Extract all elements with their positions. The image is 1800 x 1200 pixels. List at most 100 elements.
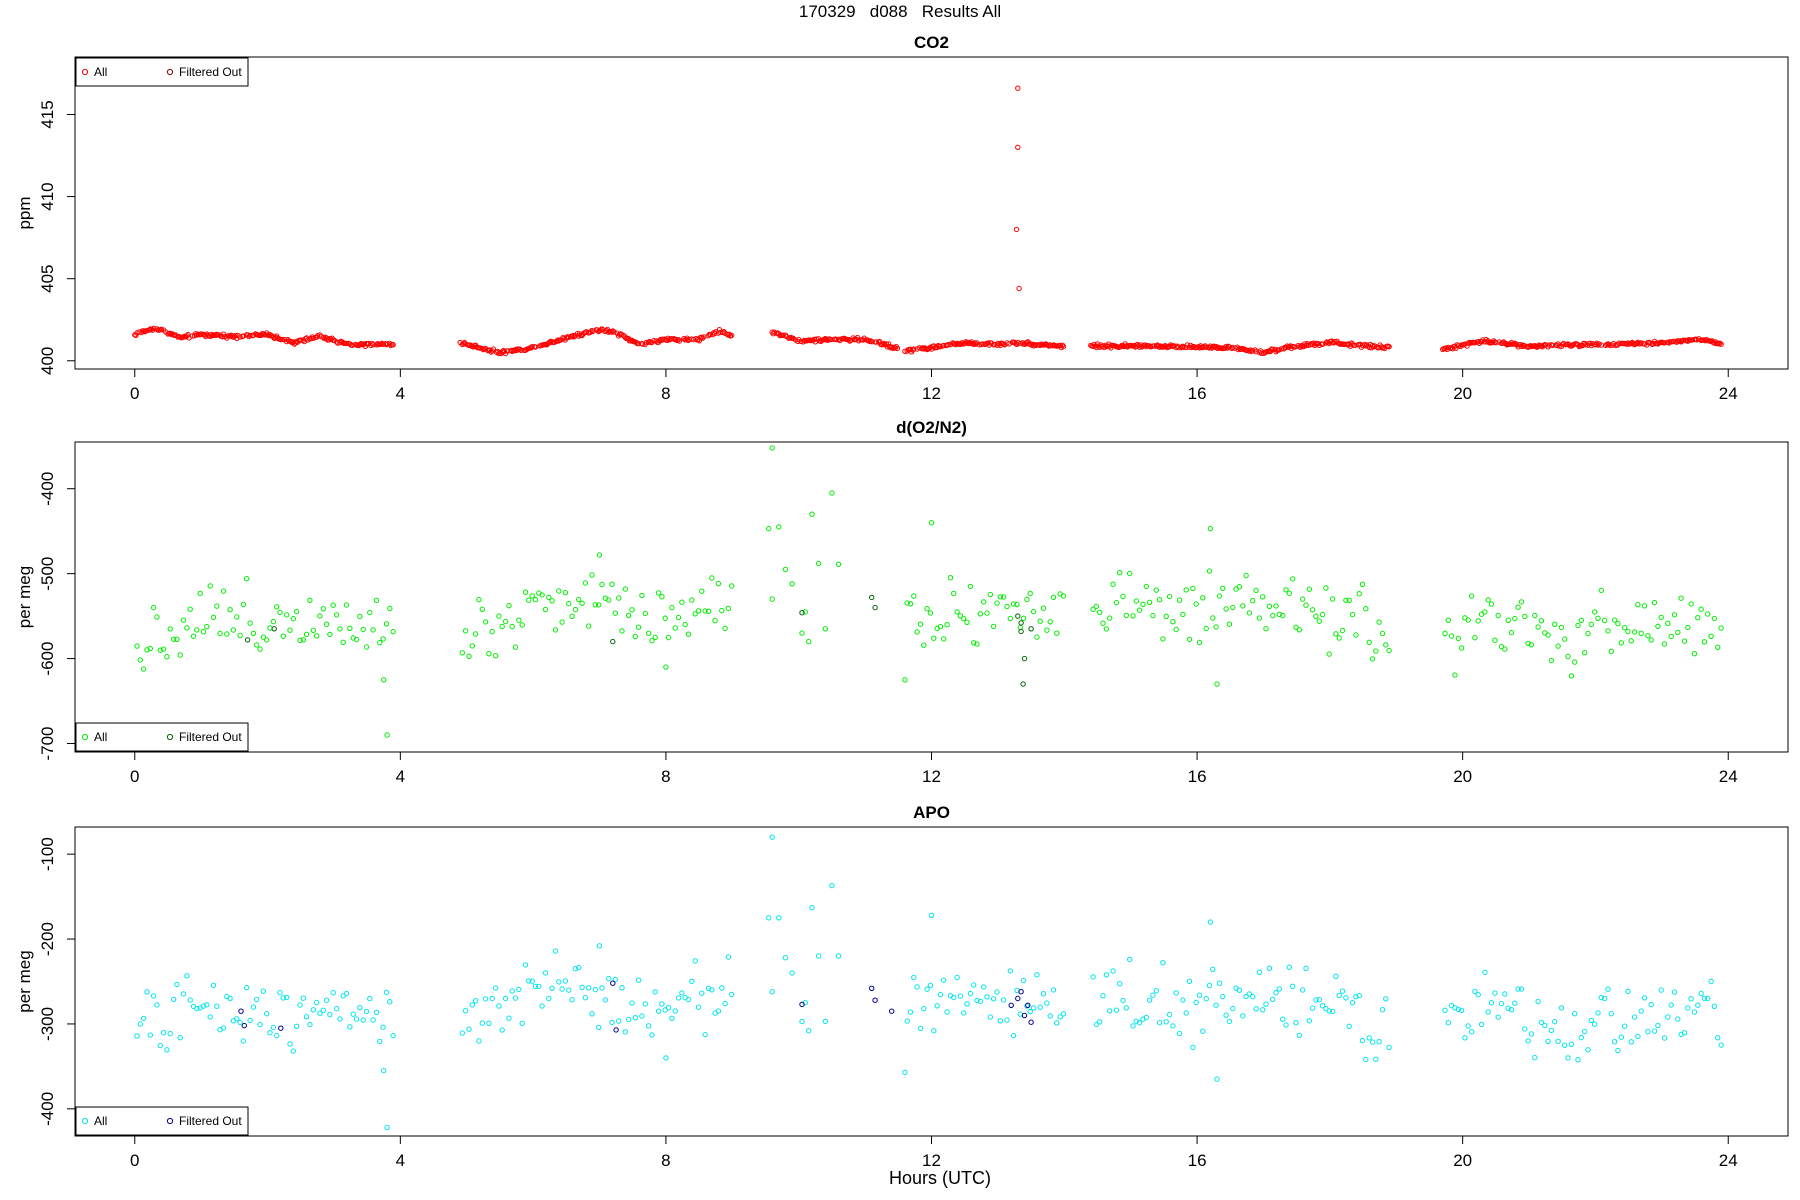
data-point (1000, 594, 1007, 600)
filtered-point (238, 1008, 244, 1014)
data-point (1718, 341, 1724, 347)
data-point (1718, 1042, 1724, 1048)
data-point (267, 1030, 273, 1036)
data-point (1203, 625, 1209, 632)
data-point (1246, 610, 1253, 616)
data-point (702, 1031, 708, 1038)
data-point (662, 615, 668, 621)
data-point (596, 552, 603, 558)
data-point (1701, 995, 1708, 1001)
data-point (383, 621, 390, 627)
data-point (1675, 1016, 1681, 1022)
data-point (1100, 993, 1106, 999)
data-point (682, 621, 688, 628)
legend-label-all: All (94, 730, 107, 744)
data-point (914, 629, 920, 635)
data-point (284, 994, 290, 1000)
data-point (1615, 621, 1621, 627)
data-point (486, 651, 492, 657)
data-point (984, 610, 990, 616)
data-point (1648, 1001, 1654, 1008)
data-point (1306, 586, 1313, 592)
data-point (1535, 998, 1541, 1005)
data-point (367, 609, 373, 616)
data-point (210, 982, 217, 989)
filtered-point (278, 1025, 284, 1031)
data-point (1593, 342, 1599, 348)
data-point (274, 604, 280, 610)
plot-title-o2n2: d(O2/N2) (896, 418, 967, 437)
data-point (529, 344, 535, 350)
data-point (1333, 973, 1339, 979)
data-point (1615, 1047, 1621, 1054)
data-point (274, 1032, 280, 1039)
x-tick-label: 8 (661, 1151, 670, 1170)
data-point (1127, 570, 1133, 577)
data-point (1621, 1023, 1628, 1029)
data-point (1196, 992, 1203, 998)
data-point (303, 631, 310, 638)
data-point (1313, 997, 1319, 1003)
data-point (224, 631, 230, 637)
data-point (611, 329, 617, 335)
data-point (1353, 632, 1359, 638)
data-point (1299, 987, 1306, 993)
data-point (1093, 603, 1100, 610)
data-point (522, 589, 529, 595)
data-point (1552, 1019, 1558, 1025)
data-point (596, 943, 603, 949)
data-point (1582, 1028, 1588, 1035)
data-point (1512, 615, 1518, 622)
data-point (187, 997, 193, 1003)
data-point (1493, 340, 1499, 346)
filtered-point (872, 997, 878, 1003)
data-point (1260, 1007, 1266, 1013)
data-point (1286, 964, 1293, 970)
data-point (1665, 1014, 1671, 1020)
data-point (976, 342, 982, 348)
y-tick-label: 400 (38, 347, 57, 375)
data-point (293, 1023, 300, 1030)
data-point (1004, 1017, 1010, 1023)
data-point (1651, 1028, 1658, 1034)
data-point (264, 1011, 270, 1017)
data-point (1695, 615, 1701, 621)
data-point (360, 1017, 366, 1023)
data-point (180, 991, 187, 997)
data-point (722, 1000, 728, 1007)
data-point (622, 1029, 628, 1035)
plot-title-apo: APO (913, 803, 950, 822)
data-point (1113, 1007, 1120, 1013)
data-point (1595, 342, 1601, 348)
data-point (1379, 1007, 1386, 1013)
data-point (1326, 1008, 1332, 1014)
data-point (1309, 1005, 1316, 1011)
data-point (1090, 974, 1096, 980)
data-point (689, 597, 695, 603)
data-point (1353, 994, 1359, 1000)
data-point (1668, 1002, 1674, 1008)
data-point (227, 607, 233, 613)
data-point (1518, 343, 1525, 350)
data-point (1592, 1021, 1598, 1027)
data-point (516, 986, 522, 993)
data-point (542, 970, 549, 976)
data-point (469, 1002, 475, 1008)
data-point (496, 350, 502, 357)
data-point (1059, 342, 1066, 348)
data-point (645, 630, 652, 636)
data-point (353, 1016, 360, 1022)
data-point (1542, 1022, 1548, 1029)
data-point (572, 966, 579, 972)
filtered-point (872, 604, 878, 611)
data-point (1532, 612, 1538, 619)
x-tick-label: 8 (661, 384, 670, 403)
data-point (1236, 987, 1243, 993)
data-point (833, 336, 840, 343)
data-point (337, 626, 343, 632)
data-point (967, 990, 974, 997)
data-point (685, 631, 692, 637)
data-point (1562, 636, 1568, 642)
data-point (1558, 1005, 1565, 1011)
data-point (1283, 1022, 1289, 1028)
